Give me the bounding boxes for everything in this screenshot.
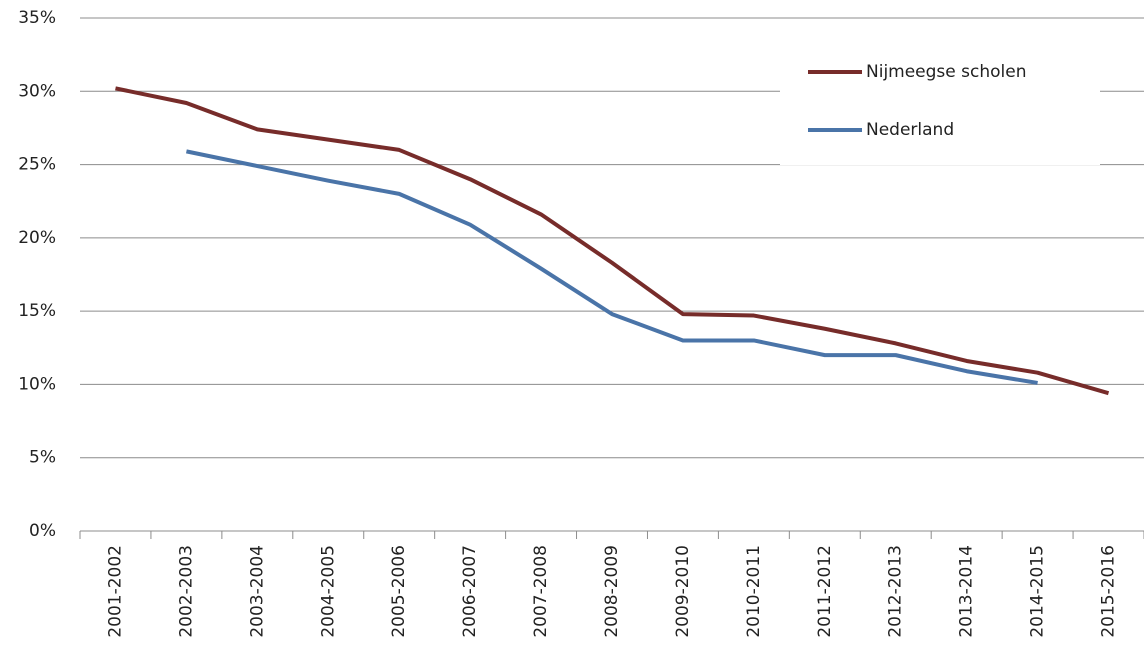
x-tick-label: 2003-2004 (247, 545, 267, 638)
x-tick-label: 2007-2008 (531, 545, 551, 638)
legend-box (780, 45, 1100, 165)
legend-label: Nederland (866, 120, 954, 140)
series-line (185, 149, 1038, 385)
x-tick-label: 2005-2006 (389, 545, 409, 638)
x-tick-label: 2013-2014 (957, 545, 977, 638)
series-line (115, 86, 1110, 396)
x-tick-label: 2008-2009 (602, 545, 622, 638)
x-tick-label: 2004-2005 (318, 545, 338, 638)
x-tick-label: 2011-2012 (815, 545, 835, 638)
y-tick-label: 30% (18, 81, 56, 101)
x-tick-label: 2006-2007 (460, 545, 480, 638)
x-tick-label: 2014-2015 (1028, 545, 1048, 638)
y-tick-label: 25% (18, 155, 56, 175)
y-tick-label: 10% (18, 374, 56, 394)
x-tick-label: 2010-2011 (744, 545, 764, 638)
x-tick-label: 2002-2003 (176, 545, 196, 638)
y-tick-label: 15% (18, 301, 56, 321)
x-tick-label: 2009-2010 (673, 545, 693, 638)
x-tick-label: 2015-2016 (1099, 545, 1119, 638)
y-tick-label: 20% (18, 228, 56, 248)
y-tick-label: 0% (29, 521, 56, 541)
legend-label: Nijmeegse scholen (866, 62, 1027, 82)
x-tick-label: 2012-2013 (886, 545, 906, 638)
y-tick-label: 5% (29, 448, 56, 468)
y-tick-label: 35% (18, 8, 56, 28)
x-tick-label: 2001-2002 (105, 545, 125, 638)
